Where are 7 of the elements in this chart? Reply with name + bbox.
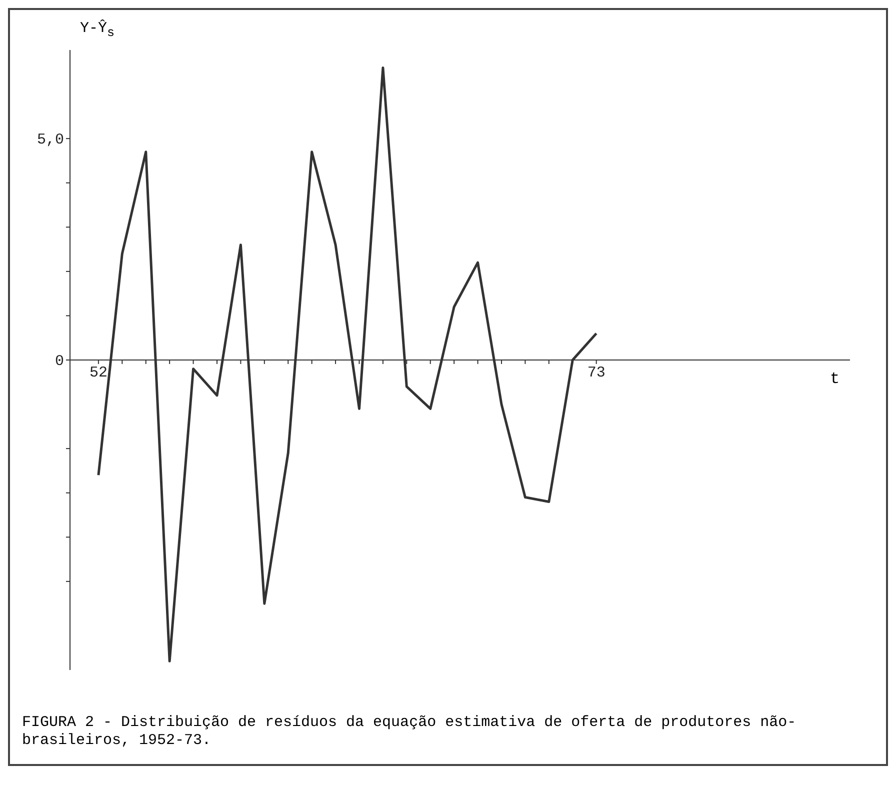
x-tick-label: 73 <box>587 364 606 382</box>
text: FIGURA 2 - Distribuição de resíduos da equação estimativa de oferta de produtores não-brasileiros, 1952-73. <box>21 713 798 751</box>
x-axis-title: t <box>830 370 840 388</box>
y-tick-label: 5,0 <box>36 132 64 149</box>
x-tick-label: 52 <box>89 364 108 382</box>
y-tick-label: 0 <box>54 353 64 370</box>
y-axis-title: Y-Ŷ$_{s}$ <box>80 20 115 40</box>
